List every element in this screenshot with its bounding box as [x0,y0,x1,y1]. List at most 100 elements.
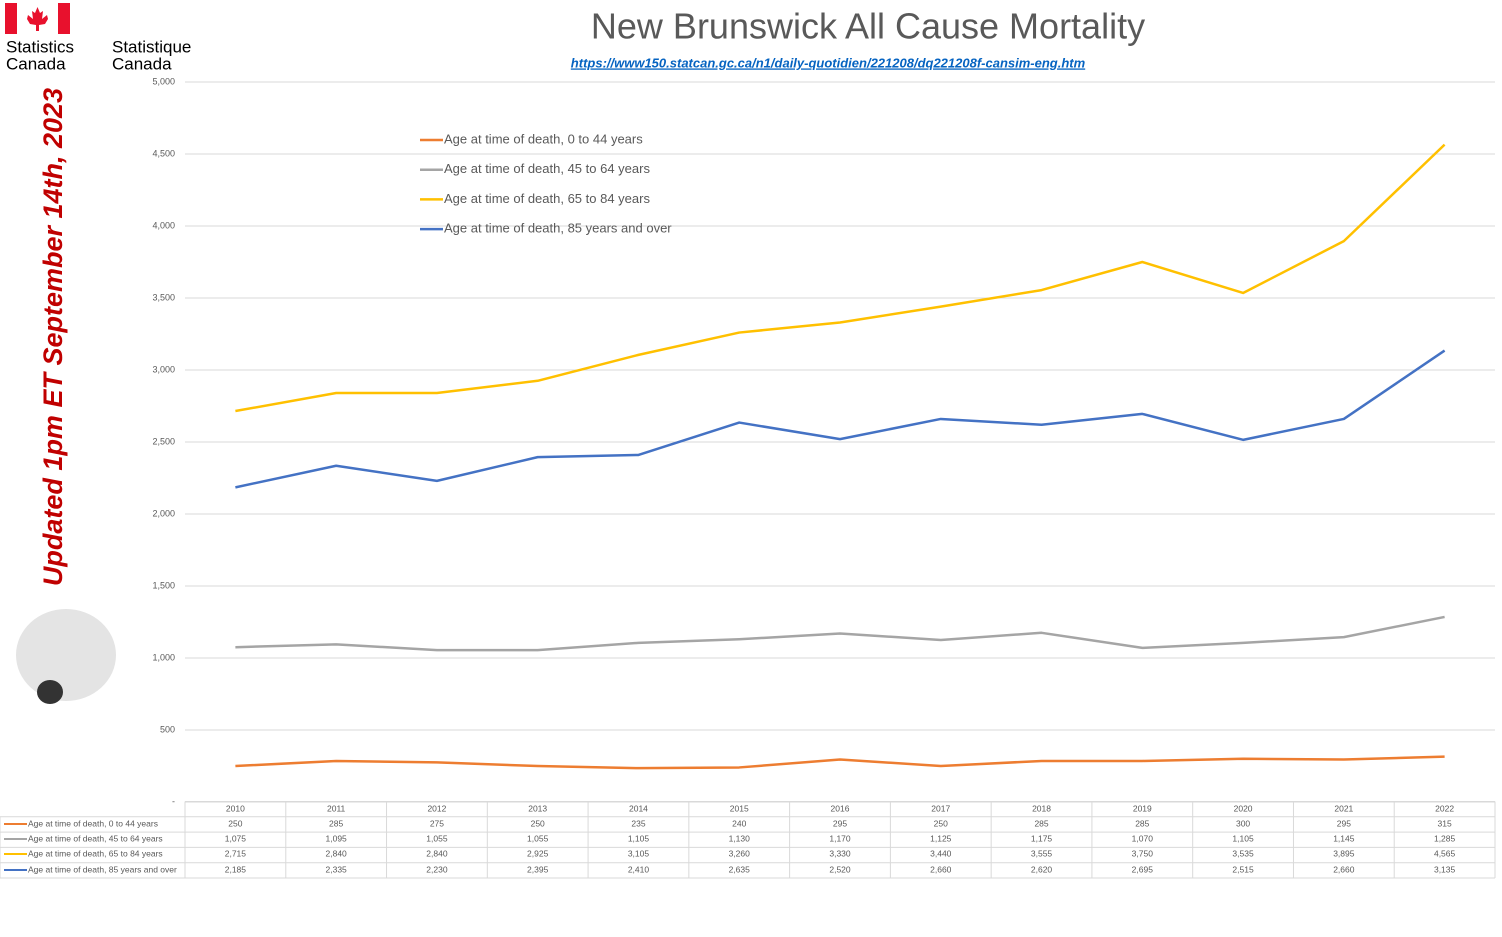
x-tick-label: 2017 [931,803,950,813]
logo-text: Statistique [112,37,191,56]
table-cell: 3,440 [930,848,952,858]
table-cell: 2,230 [426,864,448,874]
legend-label: Age at time of death, 85 years and over [444,221,672,236]
table-cell: 2,635 [729,864,751,874]
table-cell: 2,335 [326,864,348,874]
logo-text: Statistics [6,37,74,56]
x-tick-label: 2020 [1234,803,1253,813]
table-cell: 250 [531,818,545,828]
y-tick-label: 500 [160,724,175,734]
legend-label: Age at time of death, 65 to 84 years [444,191,650,206]
table-cell: 3,260 [729,848,751,858]
y-tick-label: 3,500 [152,292,175,302]
table-row-label: Age at time of death, 0 to 44 years [28,818,158,828]
table-cell: 2,840 [326,848,348,858]
y-tick-label: 2,500 [152,436,175,446]
table-cell: 3,750 [1132,848,1154,858]
table-cell: 295 [833,818,847,828]
table-cell: 2,620 [1031,864,1053,874]
table-cell: 1,175 [1031,833,1053,843]
table-cell: 285 [1135,818,1149,828]
table-cell: 2,660 [930,864,952,874]
table-cell: 2,715 [225,848,247,858]
legend-label: Age at time of death, 0 to 44 years [444,131,643,146]
table-cell: 1,130 [729,833,751,843]
table-cell: 2,520 [829,864,851,874]
table-cell: 4,565 [1434,848,1456,858]
series-line [235,143,1446,413]
table-cell: 3,330 [829,848,851,858]
table-cell: 2,410 [628,864,650,874]
x-tick-label: 2019 [1133,803,1152,813]
table-cell: 3,105 [628,848,650,858]
y-tick-label: 2,000 [152,508,175,518]
table-cell: 2,660 [1333,864,1355,874]
table-cell: 3,535 [1232,848,1254,858]
table-cell: 1,055 [527,833,549,843]
y-tick-label: 4,500 [152,148,175,158]
x-tick-label: 2015 [730,803,749,813]
series-line [235,755,1445,770]
table-cell: 240 [732,818,746,828]
table-cell: 315 [1438,818,1452,828]
series-line [235,615,1445,652]
table-cell: 250 [934,818,948,828]
table-cell: 1,105 [628,833,650,843]
table-cell: 2,185 [225,864,247,874]
table-cell: 1,105 [1232,833,1254,843]
table-cell: 1,145 [1333,833,1355,843]
chart-title: New Brunswick All Cause Mortality [591,6,1145,47]
update-note: Updated 1pm ET September 14th, 2023 [38,88,68,586]
x-tick-label: 2012 [427,803,446,813]
source-link[interactable]: https://www150.statcan.gc.ca/n1/daily-qu… [571,55,1086,70]
table-cell: 275 [430,818,444,828]
table-cell: 2,925 [527,848,549,858]
x-tick-label: 2013 [528,803,547,813]
x-tick-label: 2014 [629,803,648,813]
y-tick-label: 1,000 [152,652,175,662]
table-cell: 3,135 [1434,864,1456,874]
flag-bar [58,3,70,34]
table-cell: 285 [1034,818,1048,828]
table-cell: 1,075 [225,833,247,843]
flag-bar [5,3,17,34]
legend-label: Age at time of death, 45 to 64 years [444,161,650,176]
table-cell: 1,125 [930,833,952,843]
table-cell: 1,285 [1434,833,1456,843]
table-cell: 2,395 [527,864,549,874]
x-tick-label: 2018 [1032,803,1051,813]
y-tick-label: 5,000 [152,76,175,86]
table-row-label: Age at time of death, 45 to 64 years [28,833,163,843]
x-tick-label: 2010 [226,803,245,813]
x-tick-label: 2011 [327,803,346,813]
table-cell: 1,055 [426,833,448,843]
y-tick-label: 1,500 [152,580,175,590]
y-tick-label: 3,000 [152,364,175,374]
logo-text: Canada [6,54,66,73]
table-row-label: Age at time of death, 85 years and over [28,864,177,874]
table-cell: 295 [1337,818,1351,828]
table-cell: 2,840 [426,848,448,858]
table-cell: 3,895 [1333,848,1355,858]
y-tick-label: - [172,796,175,806]
maple-leaf [27,7,48,31]
table-cell: 1,095 [326,833,348,843]
series-line [235,349,1446,489]
table-cell: 250 [228,818,242,828]
table-cell: 300 [1236,818,1250,828]
table-cell: 235 [631,818,645,828]
table-cell: 1,170 [829,833,851,843]
y-tick-label: 4,000 [152,220,175,230]
x-tick-label: 2016 [831,803,850,813]
x-tick-label: 2022 [1435,803,1454,813]
logo-text: Canada [112,54,172,73]
table-cell: 2,515 [1232,864,1254,874]
wolf-logo [16,609,116,704]
x-tick-label: 2021 [1334,803,1353,813]
table-cell: 2,695 [1132,864,1154,874]
table-cell: 3,555 [1031,848,1053,858]
table-row-label: Age at time of death, 65 to 84 years [28,848,163,858]
table-cell: 1,070 [1132,833,1154,843]
table-cell: 285 [329,818,343,828]
